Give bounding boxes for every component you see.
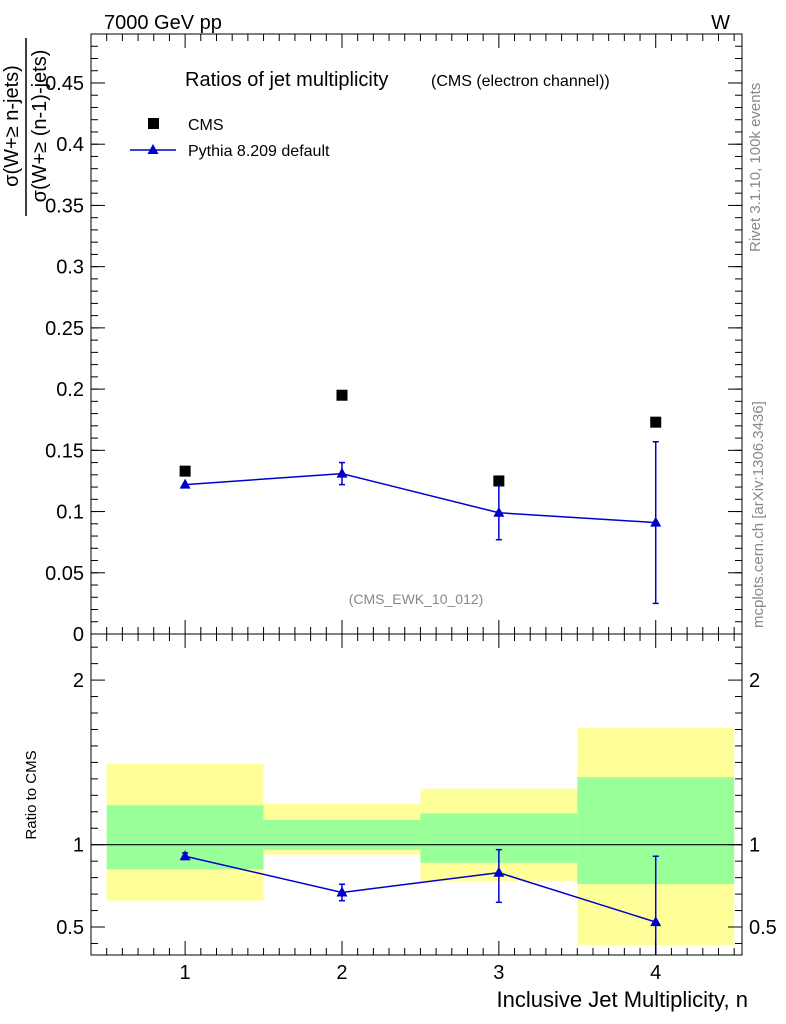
ratio-pythia-point — [650, 916, 662, 927]
y-tick-label: 0.35 — [45, 195, 84, 217]
ratio-pythia-point — [336, 886, 348, 897]
main-subtitle: (CMS (electron channel)) — [431, 73, 610, 90]
y-tick-label: 0.4 — [56, 134, 84, 156]
x-axis-title: Inclusive Jet Multiplicity, n — [497, 987, 748, 1012]
ratio-frame — [90, 633, 743, 956]
ratio-y-tick-label-right: 2 — [749, 670, 760, 692]
ratio-pythia-point — [179, 850, 191, 861]
y-tick-label: 0.05 — [45, 563, 84, 585]
main-plot-data — [179, 389, 662, 605]
ratio-plot-data — [91, 844, 742, 955]
x-tick-label: 1 — [180, 962, 191, 984]
legend: CMS Pythia 8.209 default — [130, 117, 330, 160]
rivet-label: Rivet 3.1.10, 100k events — [747, 83, 764, 252]
ratio-bands — [106, 727, 735, 946]
ratio-y-tick-label: 1 — [73, 835, 84, 857]
x-tick-label: 3 — [493, 962, 504, 984]
main-plot-axes: 0 0.05 0.1 0.15 0.2 0.25 0.3 0.35 0.4 0.45 — [45, 33, 743, 646]
legend-pythia-marker — [147, 144, 159, 154]
ratio-pythia-line — [184, 855, 656, 923]
cms-point — [493, 475, 505, 487]
header-process: W — [711, 12, 730, 34]
legend-cms-marker — [148, 118, 159, 129]
main-title: Ratios of jet multiplicity — [185, 69, 388, 91]
main-ylabel: σ(W+≥ n-jets) σ(W+≥ (n-1)-jets) — [1, 38, 51, 216]
cms-point — [650, 416, 662, 428]
y-tick-label: 0.1 — [56, 502, 84, 524]
y-tick-label: 0.15 — [45, 440, 84, 462]
cms-point — [179, 465, 191, 477]
pythia-line — [185, 472, 656, 524]
pythia-point — [650, 516, 662, 527]
ylabel-denominator: σ(W+≥ (n-1)-jets) — [29, 50, 51, 203]
legend-pythia-label: Pythia 8.209 default — [188, 143, 330, 160]
mcplots-label: mcplots.cern.ch [arXiv:1306.3436] — [750, 401, 767, 628]
ratio-pythia-point — [493, 866, 505, 877]
pythia-point — [179, 478, 191, 489]
y-tick-label: 0.2 — [56, 379, 84, 401]
header-energy: 7000 GeV pp — [104, 12, 222, 34]
y-tick-label: 0.25 — [45, 318, 84, 340]
ratio-y-tick-label: 2 — [73, 670, 84, 692]
ratio-plot-axes: 0.5 0.5 1 1 2 2 1 2 3 4 — [56, 633, 777, 984]
analysis-watermark: (CMS_EWK_10_012) — [349, 591, 484, 607]
y-tick-label: 0.3 — [56, 257, 84, 279]
ratio-ylabel: Ratio to CMS — [23, 750, 40, 839]
x-tick-label: 2 — [336, 962, 347, 984]
pythia-point — [336, 467, 348, 478]
x-tick-label: 4 — [650, 962, 661, 984]
ratio-y-tick-label-right: 1 — [749, 835, 760, 857]
y-tick-label: 0 — [73, 624, 84, 646]
pythia-point — [493, 506, 505, 517]
legend-cms-label: CMS — [188, 117, 224, 134]
y-tick-label: 0.45 — [45, 73, 84, 95]
ratio-y-tick-label: 0.5 — [56, 917, 84, 939]
ratio-y-tick-label-right: 0.5 — [749, 917, 777, 939]
cms-point — [336, 389, 348, 401]
ylabel-numerator: σ(W+≥ n-jets) — [1, 65, 23, 187]
